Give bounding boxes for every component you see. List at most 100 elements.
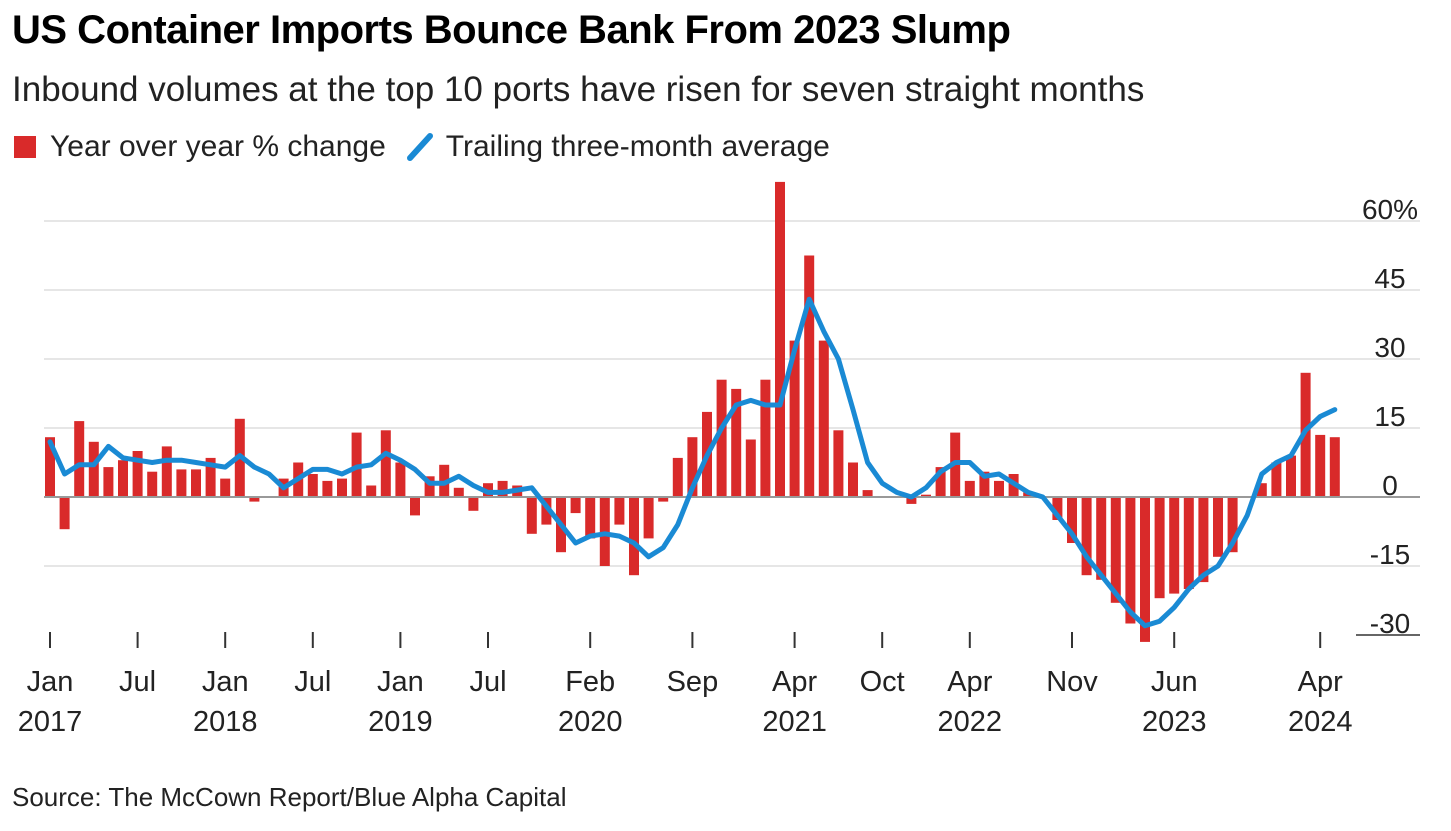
bar: [380, 430, 391, 497]
x-tick-label-year: 2020: [558, 706, 623, 738]
y-tick-label: 0: [1382, 470, 1398, 501]
bar: [1140, 497, 1150, 642]
bar: [118, 460, 128, 497]
bar: [468, 497, 479, 511]
bar: [672, 457, 683, 497]
bar: [1096, 497, 1107, 580]
bar: [1271, 462, 1282, 497]
bar: [1227, 497, 1238, 553]
x-tick-label-month: Sep: [667, 666, 719, 698]
x-tick-label-month: Jan: [27, 666, 74, 698]
bar: [59, 497, 70, 530]
legend-line-label: Trailing three-month average: [445, 130, 830, 163]
bar: [1052, 497, 1063, 520]
bar: [745, 439, 756, 497]
source-note: Source: The McCown Report/Blue Alpha Cap…: [12, 782, 567, 812]
bar: [176, 469, 187, 497]
bar: [862, 490, 873, 497]
y-tick-label: -15: [1370, 539, 1410, 570]
bar: [103, 467, 114, 497]
bar: [1110, 497, 1121, 603]
bar: [979, 471, 990, 497]
bar: [731, 388, 742, 497]
bar: [1198, 497, 1209, 583]
x-tick-label-month: Oct: [860, 666, 905, 698]
x-tick-label-year: 2019: [368, 706, 433, 738]
bar: [395, 462, 406, 497]
x-tick-label-month: Jul: [469, 666, 506, 698]
y-tick-label: 45: [1374, 263, 1405, 294]
bar: [541, 497, 552, 525]
y-tick-label: -30: [1370, 608, 1410, 639]
bar: [74, 421, 85, 497]
bar: [249, 497, 260, 502]
x-tick-label-year: 2021: [762, 706, 827, 738]
bar: [322, 480, 333, 497]
y-tick-label: 30: [1374, 332, 1405, 363]
bar: [1213, 497, 1223, 557]
bar: [629, 497, 639, 576]
x-tick-label-month: Nov: [1046, 666, 1098, 698]
bar: [658, 497, 669, 502]
bar: [1169, 497, 1180, 594]
y-tick-label: 60%: [1362, 194, 1418, 225]
y-tick-label: 15: [1374, 401, 1405, 432]
chart-title: US Container Imports Bounce Bank From 20…: [12, 8, 1011, 52]
bar: [161, 446, 172, 497]
bar: [1256, 483, 1267, 497]
bar: [789, 340, 800, 497]
x-tick-label-month: Jun: [1151, 666, 1198, 698]
bar: [1315, 434, 1326, 497]
bar: [833, 430, 844, 497]
x-tick-label-month: Jan: [377, 666, 424, 698]
bar: [147, 471, 158, 497]
x-tick-label-month: Jul: [294, 666, 331, 698]
x-tick-label-month: Apr: [1298, 666, 1343, 698]
x-tick-label-month: Apr: [947, 666, 992, 698]
bar: [307, 474, 318, 497]
bar: [775, 181, 785, 497]
bar: [818, 340, 829, 497]
bar: [716, 379, 727, 497]
bar: [935, 467, 946, 497]
bar: [410, 497, 420, 516]
bar: [205, 457, 216, 497]
bar: [132, 451, 143, 497]
bar: [570, 497, 581, 514]
x-tick-label-month: Jul: [119, 666, 156, 698]
bar: [848, 462, 858, 497]
bar: [643, 497, 654, 539]
bar: [614, 497, 625, 525]
bar: [337, 478, 347, 497]
bar: [1286, 455, 1296, 497]
bar: [1154, 497, 1165, 599]
bar: [1183, 497, 1194, 589]
bar: [585, 497, 596, 539]
x-tick-label-year: 2023: [1142, 706, 1207, 738]
legend-line-swatch: [406, 133, 433, 161]
x-tick-label-year: 2018: [193, 706, 258, 738]
chart-subtitle: Inbound volumes at the top 10 ports have…: [12, 70, 1145, 109]
legend-bars-label: Year over year % change: [50, 130, 386, 163]
x-tick-label-year: 2024: [1288, 706, 1353, 738]
bar: [424, 476, 435, 497]
bar: [453, 487, 464, 497]
bar: [994, 480, 1004, 497]
bar: [1329, 437, 1340, 497]
bar: [921, 494, 931, 497]
x-tick-label-month: Jan: [202, 666, 249, 698]
bar: [1081, 497, 1092, 576]
bar: [760, 379, 771, 497]
bar: [220, 478, 231, 497]
bar: [45, 437, 55, 497]
x-tick-label-month: Feb: [565, 666, 615, 698]
legend-item-line: Trailing three-month average: [404, 130, 830, 164]
bar: [366, 485, 377, 497]
bar: [526, 497, 537, 534]
legend-bar-swatch: [14, 136, 36, 158]
series-line-trailing-average: [47, 296, 1338, 629]
bar: [1067, 497, 1077, 543]
legend: Year over year % change Trailing three-m…: [14, 130, 848, 164]
x-tick-label-year: 2022: [938, 706, 1003, 738]
